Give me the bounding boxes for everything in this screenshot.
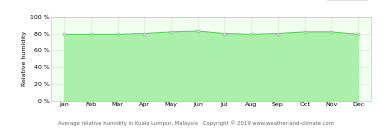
Point [355,33,361,35]
Text: Average relative humidity in Kuala Lumpur, Malaysia   Copyright © 2019 www.weath: Average relative humidity in Kuala Lumpu… [57,121,334,126]
Point [195,30,201,32]
Point [221,33,228,35]
Point [61,33,67,35]
Point [328,31,335,33]
Point [115,33,121,35]
Point [141,33,147,35]
Point [275,33,281,35]
Point [168,31,174,33]
Point [301,31,308,33]
Point [248,33,255,35]
Point [88,33,94,35]
Y-axis label: Relative humidity: Relative humidity [22,31,27,86]
